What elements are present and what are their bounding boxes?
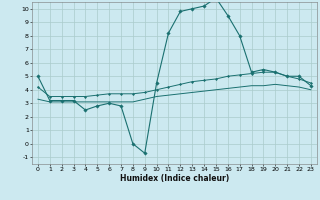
X-axis label: Humidex (Indice chaleur): Humidex (Indice chaleur) (120, 174, 229, 183)
